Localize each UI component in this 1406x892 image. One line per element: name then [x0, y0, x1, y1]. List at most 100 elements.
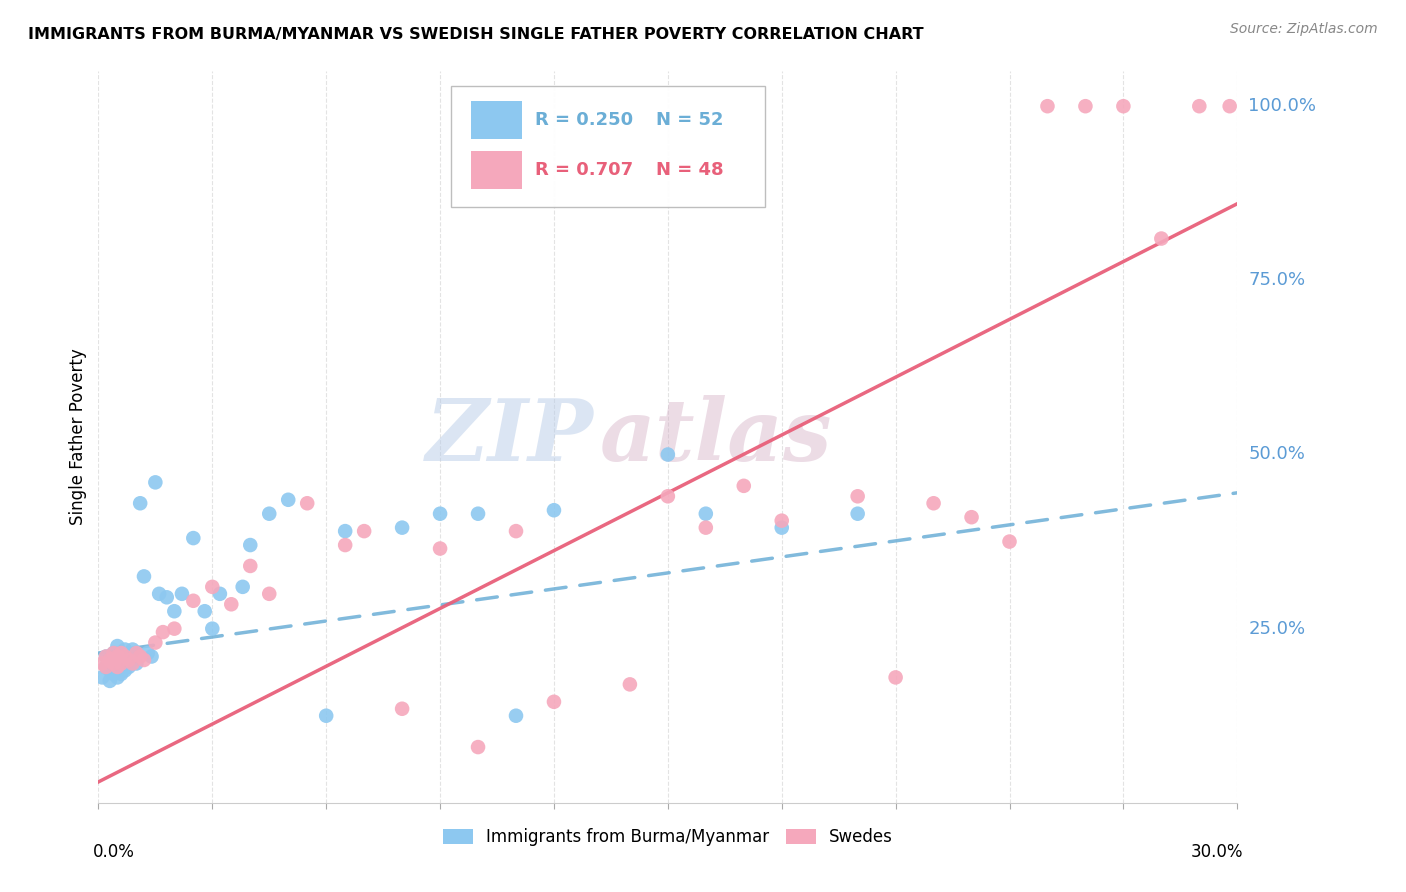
Point — [103, 646, 125, 660]
Legend: Immigrants from Burma/Myanmar, Swedes: Immigrants from Burma/Myanmar, Swedes — [436, 822, 900, 853]
Point — [103, 646, 125, 660]
Point — [94, 660, 117, 674]
Point — [259, 587, 281, 601]
Point — [695, 521, 717, 535]
Point — [107, 660, 129, 674]
Text: IMMIGRANTS FROM BURMA/MYANMAR VS SWEDISH SINGLE FATHER POVERTY CORRELATION CHART: IMMIGRANTS FROM BURMA/MYANMAR VS SWEDISH… — [28, 27, 924, 42]
Point — [467, 740, 489, 755]
Point — [118, 653, 141, 667]
Text: 100.0%: 100.0% — [1249, 97, 1316, 115]
Point — [136, 646, 159, 660]
Point — [103, 667, 125, 681]
Point — [170, 587, 193, 601]
Point — [695, 507, 717, 521]
Y-axis label: Single Father Poverty: Single Father Poverty — [69, 349, 87, 525]
Point — [110, 646, 132, 660]
Point — [141, 649, 163, 664]
Point — [94, 649, 117, 664]
Point — [505, 708, 527, 723]
Point — [221, 597, 243, 611]
Point — [121, 657, 143, 671]
Point — [1074, 99, 1097, 113]
Text: R = 0.250: R = 0.250 — [534, 112, 633, 129]
Point — [132, 569, 155, 583]
Point — [733, 479, 755, 493]
Point — [107, 649, 129, 664]
Point — [657, 448, 679, 462]
Point — [960, 510, 983, 524]
Point — [846, 489, 869, 503]
Point — [152, 625, 174, 640]
Point — [114, 642, 136, 657]
Point — [543, 695, 565, 709]
Point — [118, 660, 141, 674]
Point — [107, 660, 129, 674]
Point — [1219, 99, 1241, 113]
Text: 75.0%: 75.0% — [1249, 271, 1306, 289]
Point — [1036, 99, 1059, 113]
Point — [163, 622, 186, 636]
Point — [429, 507, 451, 521]
Point — [125, 646, 148, 660]
Point — [145, 635, 167, 649]
Point — [998, 534, 1021, 549]
Point — [315, 708, 337, 723]
Point — [145, 475, 167, 490]
Point — [118, 649, 141, 664]
Text: atlas: atlas — [599, 395, 832, 479]
Text: 50.0%: 50.0% — [1249, 445, 1305, 464]
Point — [619, 677, 641, 691]
Bar — [471, 102, 522, 139]
Point — [335, 538, 357, 552]
Point — [110, 667, 132, 681]
Point — [201, 580, 224, 594]
Point — [505, 524, 527, 538]
Point — [1188, 99, 1211, 113]
Text: N = 52: N = 52 — [657, 112, 724, 129]
Point — [148, 587, 170, 601]
Point — [121, 642, 143, 657]
Point — [110, 657, 132, 671]
Text: ZIP: ZIP — [426, 395, 593, 479]
Point — [201, 622, 224, 636]
Point — [129, 649, 152, 664]
Point — [657, 489, 679, 503]
Point — [156, 591, 179, 605]
FancyBboxPatch shape — [451, 86, 765, 207]
Point — [163, 604, 186, 618]
Point — [107, 649, 129, 664]
Bar — [471, 151, 522, 189]
Point — [1150, 231, 1173, 245]
Point — [770, 521, 793, 535]
Point — [91, 670, 114, 684]
Point — [239, 558, 262, 573]
Point — [884, 670, 907, 684]
Point — [98, 664, 121, 678]
Point — [846, 507, 869, 521]
Point — [391, 521, 413, 535]
Point — [98, 653, 121, 667]
Text: N = 48: N = 48 — [657, 161, 724, 179]
Point — [208, 587, 231, 601]
Point — [110, 657, 132, 671]
Point — [194, 604, 217, 618]
Point — [391, 702, 413, 716]
Point — [259, 507, 281, 521]
Point — [110, 646, 132, 660]
Point — [103, 657, 125, 671]
Point — [239, 538, 262, 552]
Text: Source: ZipAtlas.com: Source: ZipAtlas.com — [1230, 22, 1378, 37]
Point — [353, 524, 375, 538]
Point — [129, 496, 152, 510]
Point — [121, 653, 143, 667]
Point — [429, 541, 451, 556]
Point — [335, 524, 357, 538]
Point — [1112, 99, 1135, 113]
Point — [297, 496, 319, 510]
Point — [107, 639, 129, 653]
Text: 30.0%: 30.0% — [1191, 843, 1243, 861]
Point — [98, 673, 121, 688]
Point — [183, 531, 205, 545]
Text: R = 0.707: R = 0.707 — [534, 161, 633, 179]
Point — [94, 660, 117, 674]
